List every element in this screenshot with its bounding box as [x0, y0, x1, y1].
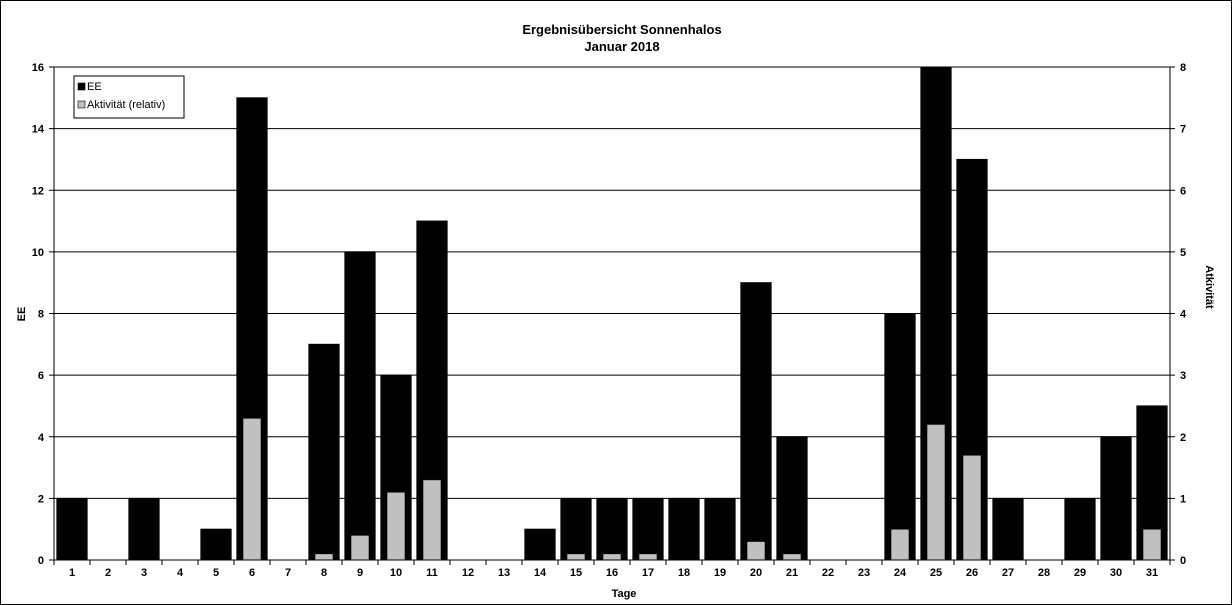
y-tick-label-right: 6 [1180, 185, 1186, 197]
x-tick-label: 21 [786, 567, 798, 579]
bar-activity [567, 554, 585, 560]
bar-ee [561, 498, 591, 560]
x-tick-label: 16 [606, 567, 618, 579]
bar-activity [963, 455, 981, 560]
x-tick-label: 26 [966, 567, 978, 579]
chart-subtitle: Januar 2018 [584, 39, 659, 54]
legend-label-activity: Aktivität (relativ) [87, 99, 165, 111]
x-tick-label: 31 [1146, 567, 1158, 579]
y-tick-label-left: 4 [38, 432, 45, 444]
bar-ee [345, 252, 375, 560]
bar-ee [741, 283, 771, 560]
bar-ee [633, 498, 663, 560]
x-tick-label: 9 [357, 567, 363, 579]
bar-activity [1143, 529, 1161, 560]
bar-activity [783, 554, 801, 560]
x-tick-label: 28 [1038, 567, 1050, 579]
bar-ee [777, 437, 807, 560]
y-tick-label-left: 12 [32, 185, 44, 197]
bar-ee [129, 498, 159, 560]
bar-activity [891, 529, 909, 560]
y-tick-label-right: 7 [1180, 124, 1186, 136]
x-tick-label: 23 [858, 567, 870, 579]
y-tick-label-right: 3 [1180, 370, 1186, 382]
y-axis-label-right: Atkivität [1203, 265, 1215, 309]
bar-activity [351, 535, 369, 560]
bar-activity [639, 554, 657, 560]
x-tick-label: 22 [822, 567, 834, 579]
x-tick-label: 6 [249, 567, 255, 579]
legend-swatch-activity [78, 101, 85, 108]
bar-ee [201, 529, 231, 560]
bar-ee [885, 314, 915, 561]
bar-activity [747, 542, 765, 560]
bar-ee [705, 498, 735, 560]
chart-title: Ergebnisübersicht Sonnenhalos [522, 22, 721, 37]
y-tick-label-right: 4 [1180, 309, 1187, 321]
y-tick-label-right: 8 [1180, 62, 1186, 74]
x-tick-label: 2 [105, 567, 111, 579]
x-tick-label: 25 [930, 567, 942, 579]
bar-ee [1101, 437, 1131, 560]
x-tick-label: 18 [678, 567, 690, 579]
y-axis-label-left: EE [16, 307, 28, 322]
y-tick-label-right: 0 [1180, 555, 1186, 567]
y-tick-label-right: 2 [1180, 432, 1186, 444]
bar-ee [1065, 498, 1095, 560]
y-tick-label-left: 2 [38, 493, 44, 505]
bar-activity [603, 554, 621, 560]
x-tick-label: 27 [1002, 567, 1014, 579]
y-tick-label-left: 6 [38, 370, 44, 382]
bar-activity [243, 418, 261, 560]
x-tick-label: 5 [213, 567, 219, 579]
bar-activity [315, 554, 333, 560]
bar-ee [309, 344, 339, 560]
legend: EE Aktivität (relativ) [74, 76, 184, 118]
bar-ee [669, 498, 699, 560]
x-tick-label: 19 [714, 567, 726, 579]
bar-ee [57, 498, 87, 560]
x-tick-label: 3 [141, 567, 147, 579]
x-tick-label: 20 [750, 567, 762, 579]
x-tick-label: 1 [69, 567, 75, 579]
bar-activity [927, 424, 945, 560]
bar-ee [597, 498, 627, 560]
x-tick-label: 13 [498, 567, 510, 579]
y-tick-label-left: 14 [32, 124, 45, 136]
x-tick-label: 30 [1110, 567, 1122, 579]
x-tick-label: 12 [462, 567, 474, 579]
x-tick-label: 11 [426, 567, 438, 579]
x-tick-label: 15 [570, 567, 582, 579]
legend-swatch-ee [78, 83, 85, 90]
x-tick-label: 14 [534, 567, 547, 579]
y-tick-label-right: 1 [1180, 493, 1186, 505]
legend-label-ee: EE [87, 81, 102, 93]
x-tick-label: 17 [642, 567, 654, 579]
bar-ee [525, 529, 555, 560]
x-tick-label: 10 [390, 567, 402, 579]
y-tick-label-left: 0 [38, 555, 44, 567]
bar-ee [993, 498, 1023, 560]
y-tick-label-right: 5 [1180, 247, 1186, 259]
x-tick-label: 7 [285, 567, 291, 579]
x-tick-label: 4 [177, 567, 184, 579]
y-tick-label-left: 16 [32, 62, 44, 74]
y-tick-label-left: 8 [38, 309, 44, 321]
bar-activity [387, 492, 405, 560]
x-axis-label: Tage [612, 588, 637, 600]
bar-activity [423, 480, 441, 560]
x-tick-label: 29 [1074, 567, 1086, 579]
x-tick-label: 8 [321, 567, 327, 579]
y-tick-label-left: 10 [32, 247, 44, 259]
x-tick-label: 24 [894, 567, 907, 579]
